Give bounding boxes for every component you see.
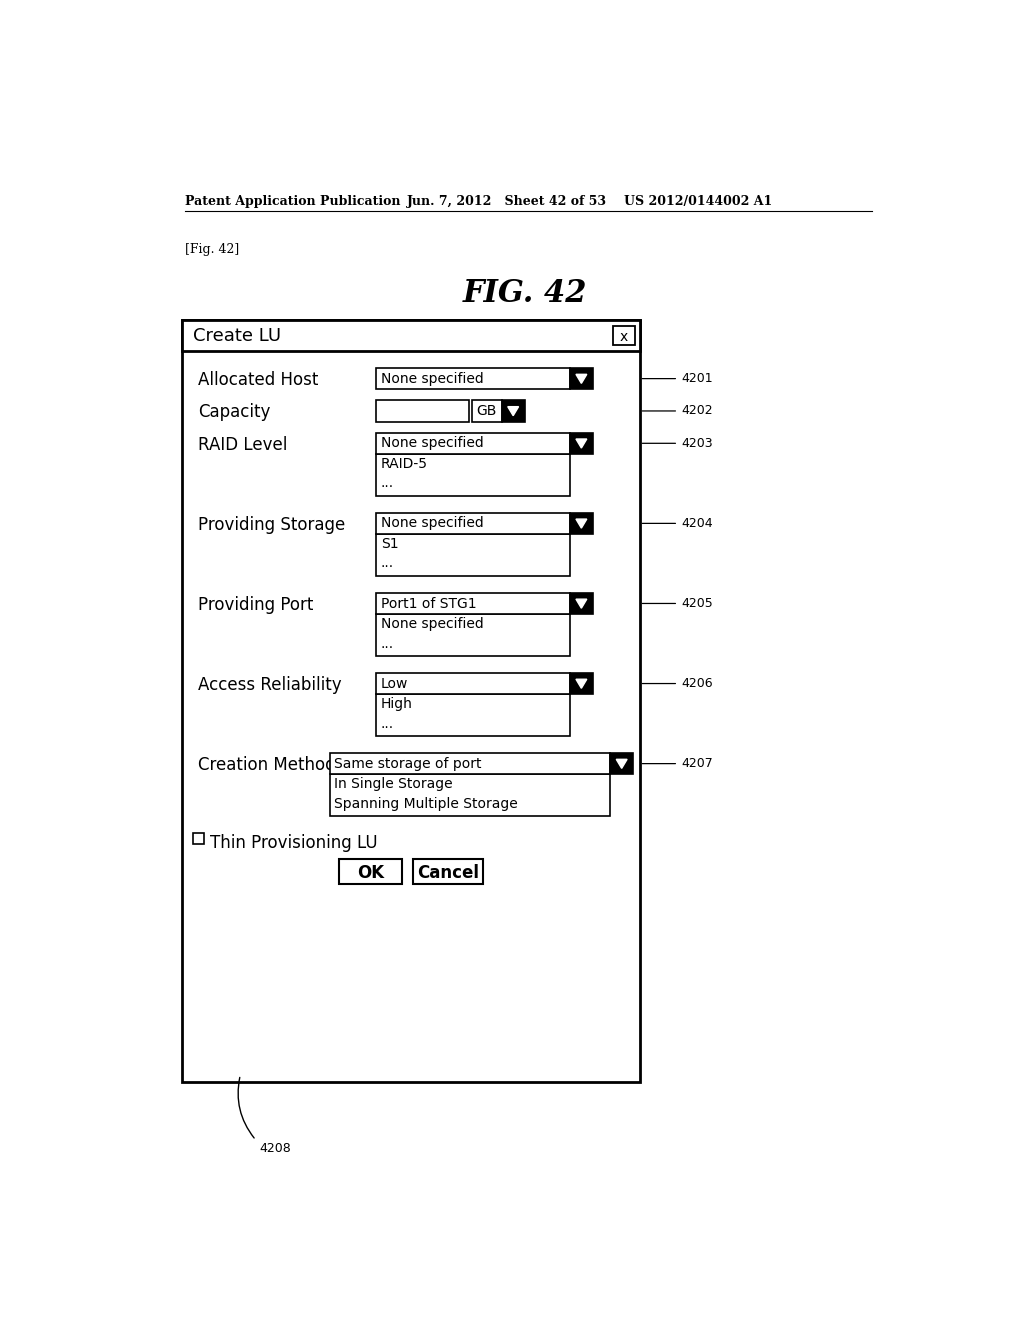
Text: Providing Port: Providing Port — [198, 595, 313, 614]
Bar — [194, 833, 204, 843]
Bar — [330, 752, 610, 775]
Bar — [182, 321, 640, 1082]
Text: Capacity: Capacity — [198, 404, 270, 421]
Text: In Single Storage: In Single Storage — [334, 777, 453, 792]
Text: ...: ... — [381, 477, 394, 491]
Bar — [414, 859, 483, 884]
Text: Create LU: Create LU — [194, 327, 282, 345]
Text: 4202: 4202 — [681, 404, 713, 417]
Bar — [472, 400, 502, 422]
Bar — [376, 454, 569, 496]
Text: GB: GB — [476, 404, 497, 418]
Text: 4204: 4204 — [681, 517, 713, 529]
Bar — [330, 775, 610, 816]
Text: 4203: 4203 — [681, 437, 713, 450]
Text: Access Reliability: Access Reliability — [198, 676, 341, 694]
Text: Creation Method: Creation Method — [198, 756, 336, 774]
Bar — [569, 512, 593, 535]
Bar — [376, 593, 569, 614]
Text: ...: ... — [381, 557, 394, 570]
Bar — [376, 694, 569, 737]
Bar — [376, 512, 569, 535]
Text: Same storage of port: Same storage of port — [334, 756, 481, 771]
Text: Thin Provisioning LU: Thin Provisioning LU — [210, 834, 378, 853]
Bar — [569, 593, 593, 614]
Text: 4206: 4206 — [681, 677, 713, 690]
Text: Providing Storage: Providing Storage — [198, 516, 345, 533]
Text: None specified: None specified — [381, 372, 483, 385]
Bar — [569, 433, 593, 454]
Text: US 2012/0144002 A1: US 2012/0144002 A1 — [624, 195, 772, 209]
Bar — [569, 673, 593, 694]
Text: [Fig. 42]: [Fig. 42] — [184, 243, 239, 256]
Polygon shape — [575, 680, 587, 688]
Text: ...: ... — [381, 636, 394, 651]
Bar — [376, 614, 569, 656]
Polygon shape — [575, 519, 587, 528]
Bar — [502, 400, 524, 422]
Bar — [569, 368, 593, 389]
Text: S1: S1 — [381, 537, 398, 552]
Text: None specified: None specified — [381, 437, 483, 450]
Text: x: x — [620, 330, 628, 345]
Text: Patent Application Publication: Patent Application Publication — [184, 195, 400, 209]
Text: Allocated Host: Allocated Host — [198, 371, 318, 389]
Text: 4208: 4208 — [260, 1142, 292, 1155]
Text: FIG. 42: FIG. 42 — [463, 277, 587, 309]
Bar — [610, 752, 633, 775]
Bar — [376, 400, 469, 422]
Bar — [376, 368, 569, 389]
Polygon shape — [575, 599, 587, 609]
Text: Port1 of STG1: Port1 of STG1 — [381, 597, 476, 611]
Bar — [182, 321, 640, 351]
Text: Jun. 7, 2012   Sheet 42 of 53: Jun. 7, 2012 Sheet 42 of 53 — [407, 195, 607, 209]
Text: Cancel: Cancel — [417, 865, 479, 883]
Polygon shape — [575, 440, 587, 447]
Text: Spanning Multiple Storage: Spanning Multiple Storage — [334, 797, 518, 810]
Text: High: High — [381, 697, 413, 711]
Polygon shape — [575, 375, 587, 383]
Text: RAID-5: RAID-5 — [381, 457, 428, 471]
Bar — [376, 433, 569, 454]
Bar — [376, 535, 569, 576]
Text: OK: OK — [357, 865, 384, 883]
Bar — [376, 673, 569, 694]
Text: ...: ... — [381, 717, 394, 731]
Polygon shape — [616, 759, 627, 768]
Text: None specified: None specified — [381, 618, 483, 631]
Text: Low: Low — [381, 677, 408, 690]
Bar — [339, 859, 402, 884]
Text: None specified: None specified — [381, 516, 483, 531]
Text: 4207: 4207 — [681, 758, 713, 770]
Text: RAID Level: RAID Level — [198, 436, 287, 454]
Text: 4205: 4205 — [681, 597, 713, 610]
Text: 4201: 4201 — [681, 372, 713, 385]
Polygon shape — [508, 407, 518, 416]
Bar — [613, 326, 635, 345]
